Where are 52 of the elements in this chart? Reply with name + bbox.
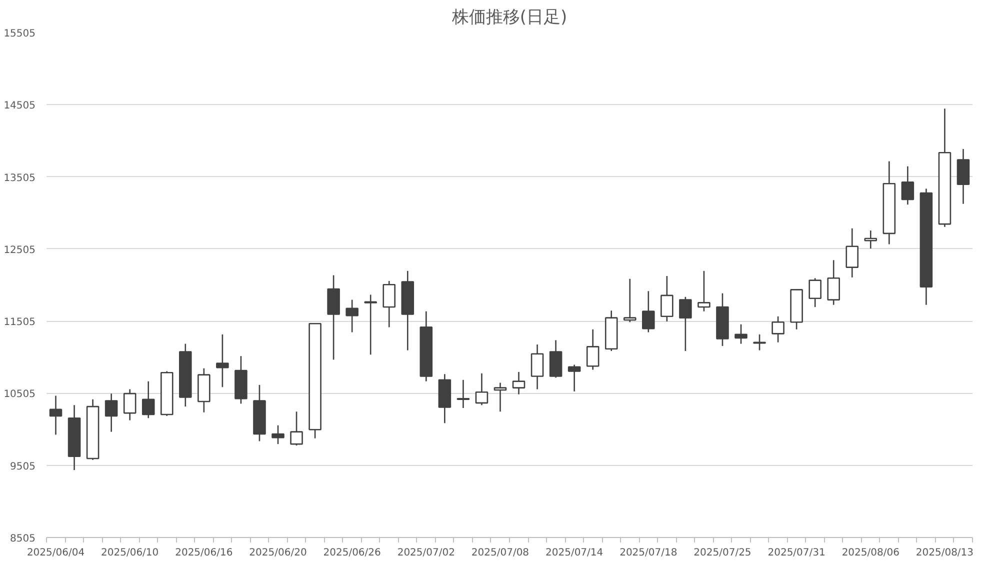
candlestick	[846, 228, 859, 278]
y-tick-label: 12505	[4, 244, 36, 256]
candlestick	[660, 275, 674, 322]
y-tick-label: 9505	[10, 461, 36, 472]
candlestick	[827, 259, 840, 306]
chart-title: 株価推移(日足)	[450, 8, 568, 28]
x-tick-label: 2025/07/31	[768, 548, 826, 558]
candlestick	[494, 382, 507, 412]
candlestick	[698, 270, 710, 312]
candlestick	[216, 334, 229, 388]
y-tick-label: 10505	[4, 389, 36, 400]
candlestick	[475, 372, 488, 406]
y-tick-label: 14505	[4, 100, 36, 112]
candlestick	[530, 344, 544, 390]
candlestick	[49, 395, 62, 436]
candlestick	[734, 324, 748, 344]
candlestick	[142, 380, 155, 419]
y-tick-label: 13505	[4, 172, 36, 184]
candlestick	[272, 424, 284, 445]
candlestick	[753, 334, 766, 351]
x-tick-label: 2025/07/25	[694, 548, 752, 558]
candlestick	[623, 278, 636, 323]
candlestick	[808, 277, 822, 308]
candlestick	[586, 328, 600, 370]
candlestick	[679, 296, 692, 352]
candlestick	[864, 230, 878, 250]
candlestick	[901, 166, 914, 206]
candlestick	[512, 371, 526, 395]
y-tick-label: 11505	[4, 317, 36, 328]
x-tick-label: 2025/08/06	[842, 548, 900, 558]
x-tick-label: 2025/08/13	[916, 548, 974, 558]
x-tick-label: 2025/06/26	[323, 548, 381, 558]
x-tick-label: 2025/06/20	[249, 548, 307, 558]
candlestick	[568, 364, 581, 392]
candlestick	[456, 379, 470, 409]
x-tick-label: 2025/06/04	[26, 548, 85, 558]
candlestick	[346, 299, 358, 333]
candlestick	[382, 280, 396, 328]
y-tick-label: 8505	[10, 534, 36, 544]
candlestick	[290, 410, 303, 446]
candlestick	[642, 290, 655, 333]
x-tick-label: 2025/07/02	[397, 548, 455, 558]
candlestick	[772, 316, 784, 344]
x-tick-label: 2025/06/10	[101, 548, 159, 558]
y-tick-label: 15505	[4, 28, 36, 40]
x-tick-label: 2025/07/14	[546, 548, 604, 558]
x-tick-label: 2025/06/16	[175, 548, 233, 558]
candlestick	[364, 294, 377, 356]
x-tick-label: 2025/07/18	[620, 548, 678, 558]
candlestick	[123, 388, 136, 421]
candlestick	[104, 392, 118, 432]
x-tick-label: 2025/07/08	[471, 548, 530, 558]
